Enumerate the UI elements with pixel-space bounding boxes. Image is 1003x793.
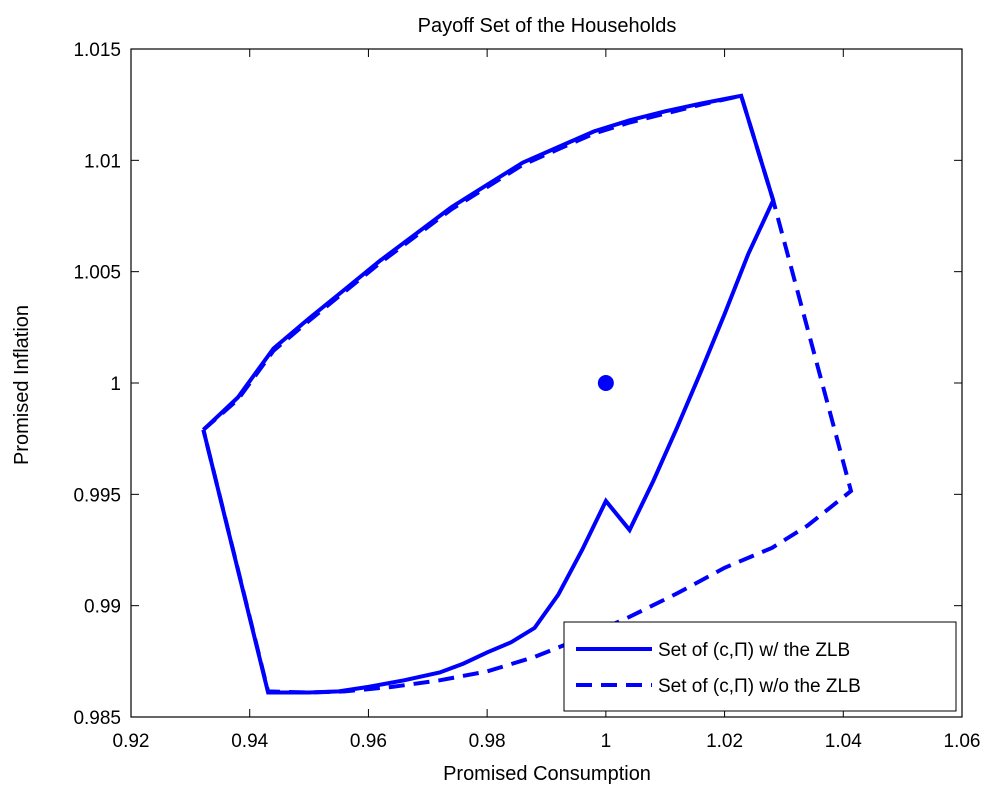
x-tick-label: 0.98 <box>469 731 506 752</box>
y-tick-label: 1.005 <box>73 263 121 284</box>
chart-title: Payoff Set of the Households <box>418 15 677 37</box>
x-tick-label: 0.96 <box>350 731 387 752</box>
legend-label: Set of (c,Π) w/o the ZLB <box>658 676 861 697</box>
y-tick-label: 0.99 <box>84 597 121 618</box>
plot-area: 0.92 0.94 0.96 0.98 1 1.02 1.04 1.06 0.985 0.99 0.… <box>73 40 980 752</box>
legend-label: Set of (c,Π) w/ the ZLB <box>658 640 850 661</box>
legend: Set of (c,Π) w/ the ZLB Set of (c,Π) w/o … <box>563 621 957 712</box>
series-line-without-zlb <box>201 93 854 695</box>
x-tick-label: 1 <box>601 731 612 752</box>
x-tick-label: 0.92 <box>113 731 150 752</box>
data-point-marker <box>597 375 614 391</box>
y-tick-label: 1.015 <box>73 40 121 61</box>
x-axis-title: Promised Consumption <box>443 763 651 785</box>
x-tick-label: 1.06 <box>944 731 981 752</box>
x-tick-label: 1.04 <box>825 731 862 752</box>
legend-box <box>563 621 957 712</box>
y-tick-label: 1.01 <box>84 151 121 172</box>
x-tick-label: 1.02 <box>706 731 743 752</box>
y-axis-title: Promised Inflation <box>11 305 33 465</box>
y-tick-label: 1 <box>110 374 121 395</box>
y-tick-label: 0.995 <box>73 485 121 506</box>
axes-frame <box>130 48 963 718</box>
x-tick-label: 0.94 <box>231 731 268 752</box>
y-tick-label: 0.985 <box>73 708 121 729</box>
